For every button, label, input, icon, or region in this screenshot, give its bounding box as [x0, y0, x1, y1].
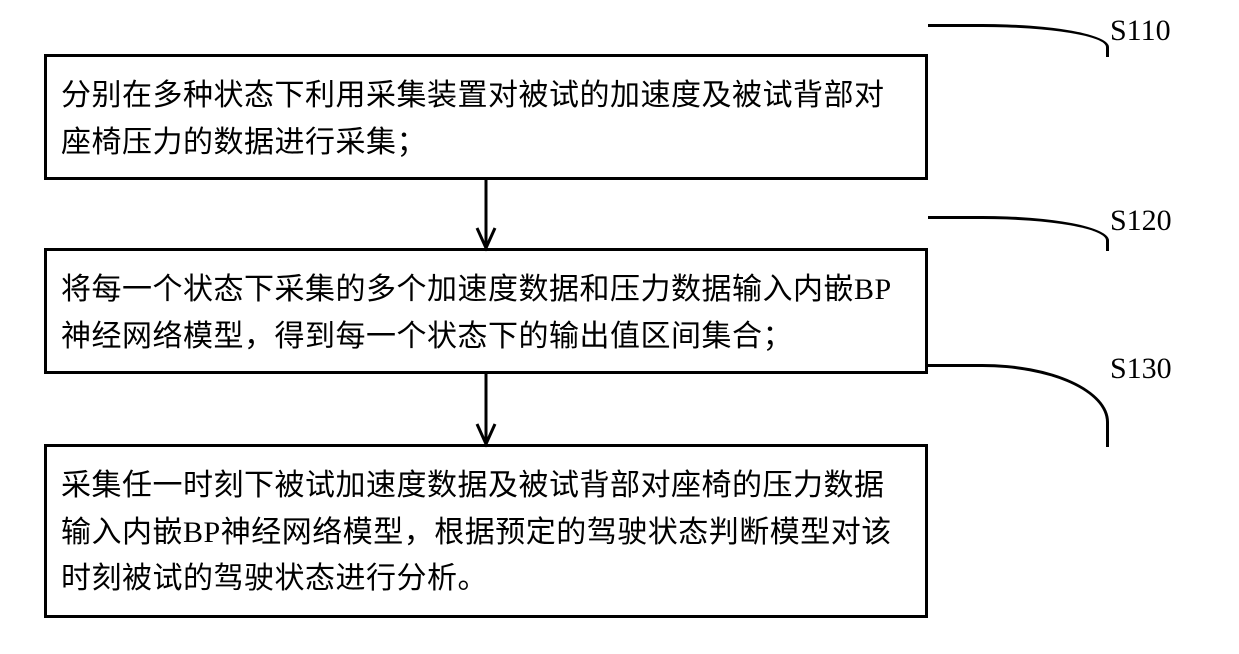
- step-label-s130: S130: [1110, 352, 1172, 386]
- step-box-s120: 将每一个状态下采集的多个加速度数据和压力数据输入内嵌BP神经网络模型，得到每一个…: [44, 248, 928, 374]
- flowchart-canvas: 分别在多种状态下利用采集装置对被试的加速度及被试背部对座椅压力的数据进行采集； …: [0, 0, 1239, 654]
- step-text-s130: 采集任一时刻下被试加速度数据及被试背部对座椅的压力数据输入内嵌BP神经网络模型，…: [61, 463, 911, 603]
- callout-s120: [928, 216, 1109, 251]
- callout-s130: [928, 364, 1109, 447]
- step-box-s130: 采集任一时刻下被试加速度数据及被试背部对座椅的压力数据输入内嵌BP神经网络模型，…: [44, 444, 928, 618]
- step-text-s110: 分别在多种状态下利用采集装置对被试的加速度及被试背部对座椅压力的数据进行采集；: [61, 73, 911, 166]
- step-text-s120: 将每一个状态下采集的多个加速度数据和压力数据输入内嵌BP神经网络模型，得到每一个…: [61, 267, 911, 360]
- step-label-s120: S120: [1110, 204, 1172, 238]
- arrow-s110-to-s120: [486, 180, 487, 248]
- callout-s110: [928, 24, 1109, 57]
- arrow-s120-to-s130: [486, 374, 487, 444]
- step-label-s110: S110: [1110, 14, 1171, 48]
- step-box-s110: 分别在多种状态下利用采集装置对被试的加速度及被试背部对座椅压力的数据进行采集；: [44, 54, 928, 180]
